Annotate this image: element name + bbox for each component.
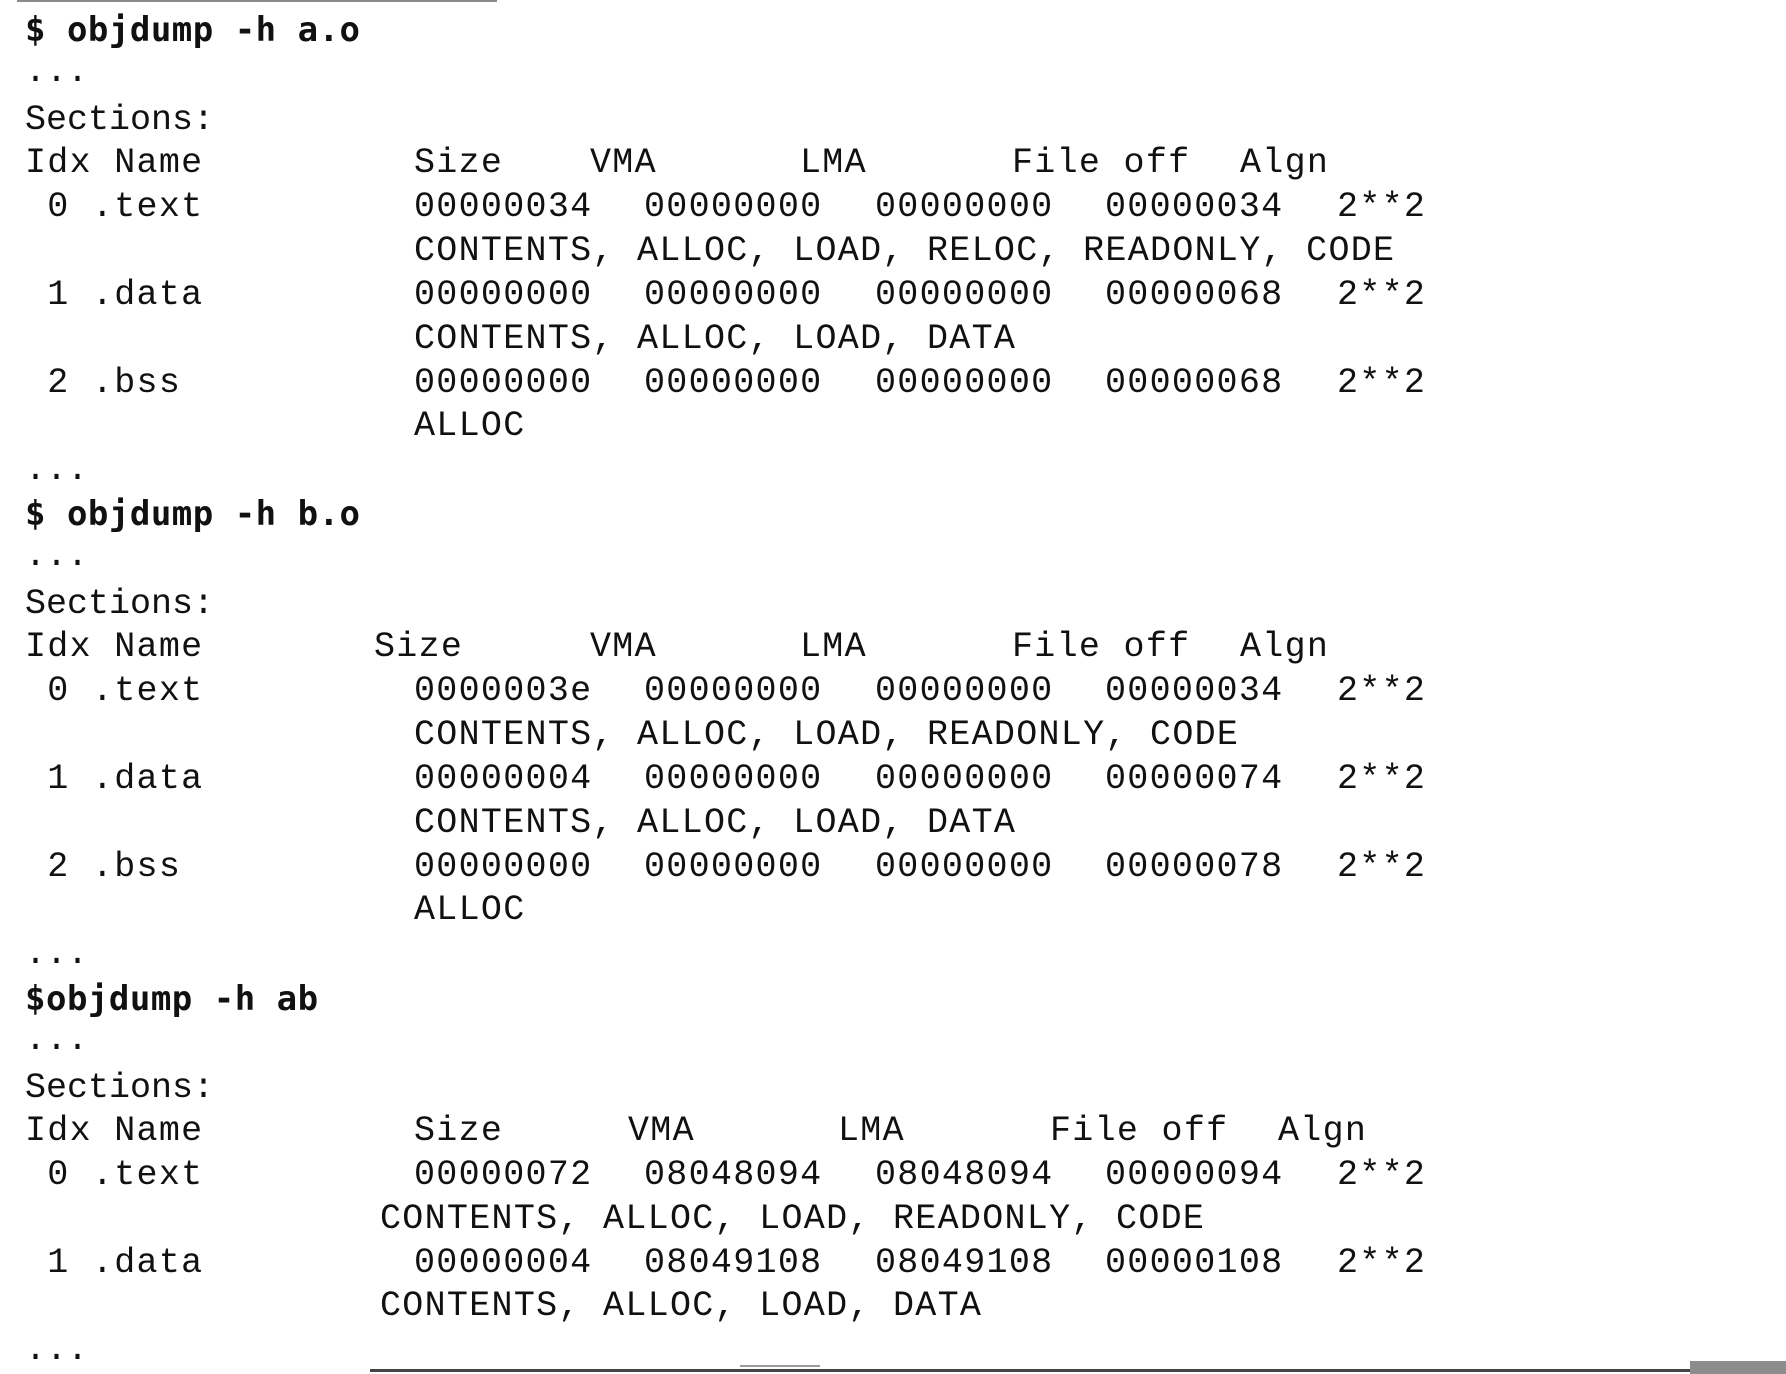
- header-lma: LMA: [838, 1111, 905, 1151]
- sections-label: Sections:: [25, 1068, 215, 1108]
- header-vma: VMA: [590, 143, 657, 183]
- section-size: 00000000: [414, 363, 593, 403]
- ellipsis: ...: [25, 536, 89, 576]
- section-algn: 2**2: [1337, 275, 1427, 315]
- header-vma: VMA: [628, 1111, 695, 1151]
- section-size: 00000004: [414, 759, 593, 799]
- section-vma: 00000000: [644, 275, 823, 315]
- section-lma: 08048094: [875, 1155, 1054, 1195]
- section-flags: ALLOC: [414, 406, 526, 446]
- section-flags: CONTENTS, ALLOC, LOAD, DATA: [414, 319, 1017, 359]
- ellipsis: ...: [25, 934, 89, 974]
- section-vma: 00000000: [644, 671, 823, 711]
- section-file-off: 00000034: [1105, 671, 1284, 711]
- corner-mark: [1690, 1361, 1786, 1374]
- header-file-off: File off: [1012, 143, 1191, 183]
- section-size: 00000000: [414, 847, 593, 887]
- bottom-rule: [370, 1369, 1690, 1372]
- section-file-off: 00000068: [1105, 363, 1284, 403]
- header-idx-name: Idx Name: [25, 143, 204, 183]
- header-algn: Algn: [1240, 143, 1330, 183]
- header-lma: LMA: [800, 627, 867, 667]
- section-idx-name: 0 .text: [25, 671, 204, 711]
- header-idx-name: Idx Name: [25, 1111, 204, 1151]
- section-size: 0000003e: [414, 671, 593, 711]
- header-algn: Algn: [1240, 627, 1330, 667]
- section-idx-name: 0 .text: [25, 187, 204, 227]
- section-vma: 00000000: [644, 847, 823, 887]
- section-size: 00000004: [414, 1243, 593, 1283]
- section-file-off: 00000068: [1105, 275, 1284, 315]
- section-lma: 00000000: [875, 671, 1054, 711]
- section-file-off: 00000094: [1105, 1155, 1284, 1195]
- header-size: Size: [374, 627, 464, 667]
- section-lma: 00000000: [875, 847, 1054, 887]
- section-algn: 2**2: [1337, 671, 1427, 711]
- section-idx-name: 0 .text: [25, 1155, 204, 1195]
- section-size: 00000000: [414, 275, 593, 315]
- section-size: 00000034: [414, 187, 593, 227]
- section-file-off: 00000108: [1105, 1243, 1284, 1283]
- ellipsis: ...: [25, 1330, 89, 1370]
- header-file-off: File off: [1012, 627, 1191, 667]
- section-flags: CONTENTS, ALLOC, LOAD, READONLY, CODE: [380, 1199, 1206, 1239]
- sections-label: Sections:: [25, 100, 215, 140]
- sections-label: Sections:: [25, 584, 215, 624]
- section-algn: 2**2: [1337, 847, 1427, 887]
- section-flags: CONTENTS, ALLOC, LOAD, DATA: [380, 1286, 983, 1326]
- section-algn: 2**2: [1337, 1155, 1427, 1195]
- top-rule: [17, 0, 497, 2]
- section-algn: 2**2: [1337, 1243, 1427, 1283]
- section-lma: 00000000: [875, 363, 1054, 403]
- section-algn: 2**2: [1337, 759, 1427, 799]
- section-idx-name: 1 .data: [25, 759, 204, 799]
- section-file-off: 00000074: [1105, 759, 1284, 799]
- section-idx-name: 2 .bss: [25, 363, 182, 403]
- header-idx-name: Idx Name: [25, 627, 204, 667]
- section-flags: CONTENTS, ALLOC, LOAD, RELOC, READONLY, …: [414, 231, 1396, 271]
- ellipsis: ...: [25, 1020, 89, 1060]
- header-vma: VMA: [590, 627, 657, 667]
- ellipsis: ...: [25, 450, 89, 490]
- header-algn: Algn: [1278, 1111, 1368, 1151]
- section-vma: 00000000: [644, 759, 823, 799]
- command-line: $objdump -h ab: [25, 979, 319, 1019]
- section-idx-name: 1 .data: [25, 1243, 204, 1283]
- header-lma: LMA: [800, 143, 867, 183]
- section-lma: 00000000: [875, 759, 1054, 799]
- ellipsis: ...: [25, 52, 89, 92]
- section-vma: 08048094: [644, 1155, 823, 1195]
- section-vma: 08049108: [644, 1243, 823, 1283]
- section-algn: 2**2: [1337, 187, 1427, 227]
- section-flags: ALLOC: [414, 890, 526, 930]
- section-lma: 00000000: [875, 275, 1054, 315]
- section-lma: 00000000: [875, 187, 1054, 227]
- command-line: $ objdump -h b.o: [25, 494, 361, 534]
- header-file-off: File off: [1050, 1111, 1229, 1151]
- section-vma: 00000000: [644, 363, 823, 403]
- command-line: $ objdump -h a.o: [25, 10, 361, 50]
- section-idx-name: 1 .data: [25, 275, 204, 315]
- section-vma: 00000000: [644, 187, 823, 227]
- section-idx-name: 2 .bss: [25, 847, 182, 887]
- header-size: Size: [414, 1111, 504, 1151]
- bottom-rule-fragment: [740, 1365, 820, 1367]
- header-size: Size: [414, 143, 504, 183]
- section-flags: CONTENTS, ALLOC, LOAD, DATA: [414, 803, 1017, 843]
- section-algn: 2**2: [1337, 363, 1427, 403]
- section-size: 00000072: [414, 1155, 593, 1195]
- section-file-off: 00000034: [1105, 187, 1284, 227]
- section-file-off: 00000078: [1105, 847, 1284, 887]
- section-flags: CONTENTS, ALLOC, LOAD, READONLY, CODE: [414, 715, 1240, 755]
- section-lma: 08049108: [875, 1243, 1054, 1283]
